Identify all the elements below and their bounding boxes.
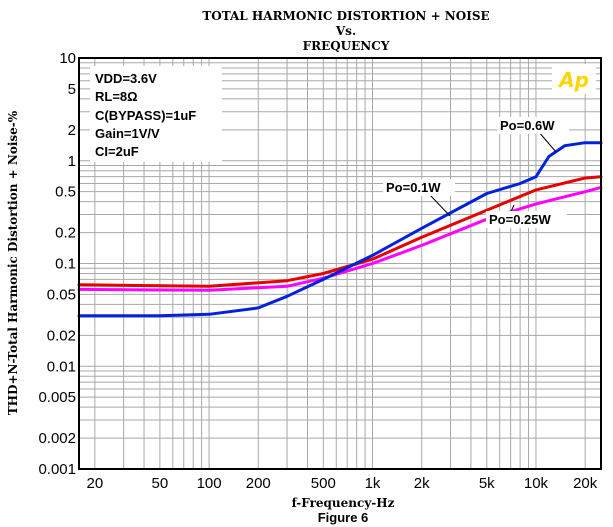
annotation-label-background [497, 117, 569, 134]
x-axis-label: f-Frequency-Hz [292, 496, 395, 510]
y-tick-label: 1 [68, 153, 76, 170]
annotation-arrow-po-0-1w [429, 194, 451, 217]
annotation-label-po-0-6w: Po=0.6W [500, 118, 555, 133]
x-tick-label: 5k [479, 475, 495, 492]
x-tick-label: 200 [246, 475, 271, 492]
plot-frame [78, 57, 602, 470]
condition-gain: Gain=1V/V [95, 126, 160, 141]
x-tick-label: 20k [573, 475, 598, 492]
annotation-arrow-po-0-6w [537, 130, 557, 153]
y-tick-label: 0.002 [38, 430, 76, 447]
condition-cbypass: C(BYPASS)=1uF [95, 108, 196, 123]
y-tick-label: 0.2 [55, 225, 76, 242]
series-line-po-0-1w [77, 175, 603, 288]
y-tick-label: 0.01 [47, 358, 76, 375]
x-tick-label: 10k [524, 475, 549, 492]
y-tick-label: 0.005 [38, 389, 76, 406]
series-line-po-0-6w [77, 141, 603, 318]
condition-vdd: VDD=3.6V [95, 71, 157, 86]
annotation-po-0-25w: Po=0.25W [486, 204, 567, 228]
chart-title-line-2: Vs. [335, 24, 356, 38]
series-line-po-0-25w [77, 185, 603, 292]
annotation-label-background [486, 211, 567, 228]
y-tick-label: 0.001 [38, 461, 76, 478]
x-axis-ticks: 20 50 100 200 500 1k 2k 5k 10k 20k [86, 475, 597, 492]
chart-title-line-1: TOTAL HARMONIC DISTORTION + NOISE [202, 9, 489, 23]
y-tick-label: 0.05 [47, 286, 76, 303]
x-tick-label: 20 [86, 475, 103, 492]
annotation-po-0-1w: Po=0.1W [383, 179, 455, 217]
condition-rl: RL=8Ω [95, 89, 138, 104]
figure-caption: Figure 6 [318, 510, 369, 525]
y-tick-label: 0.1 [55, 256, 76, 273]
annotation-label-background [383, 179, 455, 196]
x-tick-label: 500 [311, 475, 336, 492]
x-tick-label: 50 [152, 475, 169, 492]
ap-logo-background [552, 64, 596, 94]
annotation-label-po-0-25w: Po=0.25W [489, 212, 552, 227]
annotation-label-po-0-1w: Po=0.1W [386, 180, 441, 195]
chart-title-line-3: FREQUENCY [303, 39, 390, 53]
chart-title: TOTAL HARMONIC DISTORTION + NOISE Vs. FR… [202, 9, 489, 53]
conditions-background [90, 66, 222, 162]
y-tick-label: 0.02 [47, 327, 76, 344]
y-axis-ticks: 10 5 2 1 0.5 0.2 0.1 0.05 0.02 0.01 0.005 0.002 0.00… [38, 50, 76, 478]
y-tick-label: 0.5 [55, 184, 76, 201]
y-tick-label: 10 [59, 50, 76, 67]
y-axis-label: THD+N-Total Harmonic Distortion + Noise-… [6, 110, 20, 415]
x-tick-label: 100 [197, 475, 222, 492]
x-tick-label: 2k [414, 475, 430, 492]
conditions-box: VDD=3.6V RL=8Ω C(BYPASS)=1uF Gain=1V/V C… [90, 66, 222, 162]
y-tick-label: 2 [68, 122, 76, 139]
condition-ci: CI=2uF [95, 144, 139, 159]
ap-logo-text: Ap [557, 68, 589, 92]
y-tick-label: 5 [68, 81, 76, 98]
x-tick-label: 1k [365, 475, 381, 492]
ap-logo: Ap [552, 64, 596, 94]
annotation-po-0-6w: Po=0.6W [497, 117, 569, 153]
data-series [77, 141, 603, 318]
